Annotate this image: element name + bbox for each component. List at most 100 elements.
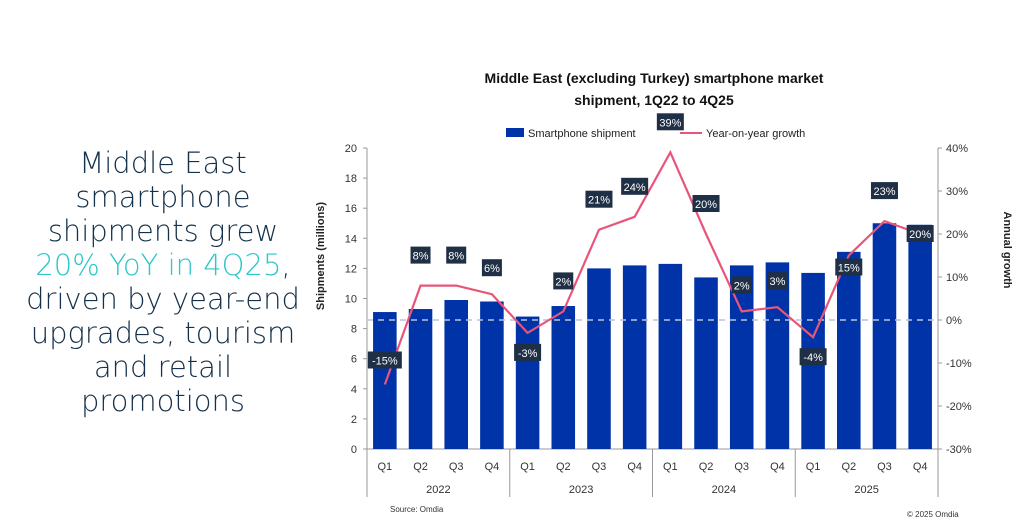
bar (587, 268, 611, 449)
x-tick-label: Q2 (556, 461, 571, 473)
bar (373, 312, 397, 449)
data-label-box (585, 190, 613, 208)
data-label-box (514, 343, 542, 361)
data-label: -3% (518, 348, 538, 360)
data-label: 6% (484, 263, 500, 275)
y2-tick-label: 30% (946, 186, 968, 198)
bar (551, 306, 576, 449)
bar (694, 277, 718, 449)
y-tick-label: 12 (345, 263, 357, 275)
data-label: 20% (695, 199, 717, 211)
legend-bar-label: Smartphone shipment (528, 128, 636, 140)
bar (908, 224, 932, 449)
data-label-box (410, 246, 431, 264)
x-tick-label: Q4 (770, 461, 785, 473)
data-label-box (656, 113, 684, 131)
data-label-box (367, 351, 402, 369)
bar (444, 300, 468, 449)
bar (765, 262, 790, 449)
y-tick-label: 10 (345, 294, 357, 306)
y-tick-label: 20 (345, 143, 357, 155)
y-tick-label: 8 (351, 324, 357, 336)
y-tick-label: 14 (345, 233, 357, 245)
data-label: 2% (734, 280, 750, 292)
x-tick-label: Q2 (699, 461, 714, 473)
data-label: 15% (838, 263, 860, 275)
data-label: 24% (624, 182, 646, 194)
year-label: 2025 (854, 484, 878, 496)
chart-title: Middle East (excluding Turkey) smartphon… (485, 70, 824, 86)
copyright-note: © 2025 Omdia (907, 510, 959, 519)
x-tick-label: Q3 (877, 461, 892, 473)
x-tick-label: Q2 (841, 461, 856, 473)
y-tick-label: 2 (351, 414, 357, 426)
x-tick-label: Q3 (592, 461, 607, 473)
x-tick-label: Q1 (520, 461, 535, 473)
x-tick-label: Q2 (413, 461, 428, 473)
data-label: 3% (769, 276, 785, 288)
data-label-box (692, 195, 720, 212)
source-note: Source: Omdia (390, 505, 444, 514)
data-label-box (553, 272, 574, 290)
bar (515, 316, 540, 449)
x-tick-label: Q4 (913, 461, 928, 473)
data-label: 21% (588, 195, 610, 207)
data-label-box (481, 259, 502, 277)
headline: Middle East smartphone shipments grew 20… (18, 146, 308, 418)
data-label-box (799, 348, 827, 366)
data-label-box (731, 276, 752, 294)
growth-line (383, 149, 921, 385)
y-tick-label: 0 (351, 444, 357, 456)
year-label: 2023 (569, 484, 593, 496)
bar (480, 301, 504, 449)
x-tick-label: Q1 (663, 461, 678, 473)
year-label: 2022 (426, 484, 450, 496)
y-tick-label: 16 (345, 203, 357, 215)
chart-subtitle: shipment, 1Q22 to 4Q25 (574, 92, 734, 108)
y2-tick-label: 20% (946, 229, 968, 241)
legend-line-label: Year-on-year growth (706, 128, 805, 140)
headline-text: Middle East smartphone shipments grew (47, 146, 279, 248)
bar (622, 265, 647, 449)
bar (408, 309, 433, 449)
data-label-box (835, 258, 863, 276)
year-label: 2024 (712, 484, 736, 496)
data-label-box (446, 246, 467, 264)
y2-tick-label: 0% (946, 315, 962, 327)
data-label: -15% (372, 356, 398, 368)
legend-bar-swatch (506, 128, 524, 137)
headline-text-end: , driven by year-end upgrades, tourism a… (26, 248, 300, 418)
data-label: -4% (803, 352, 823, 364)
x-tick-label: Q4 (627, 461, 642, 473)
y2-tick-label: -30% (946, 444, 972, 456)
y-tick-label: 18 (345, 173, 357, 185)
headline-highlight: 20% YoY in 4Q25 (35, 248, 282, 282)
data-label: 23% (873, 186, 895, 198)
x-tick-label: Q4 (485, 461, 500, 473)
data-label: 8% (413, 251, 429, 263)
y2-tick-label: 10% (946, 272, 968, 284)
x-tick-label: Q1 (378, 461, 393, 473)
data-label: 2% (555, 276, 571, 288)
data-label-box (906, 225, 934, 242)
y-axis-label: Shipments (millions) (315, 202, 327, 311)
y2-tick-label: -20% (946, 401, 972, 413)
x-tick-label: Q3 (449, 461, 464, 473)
data-label-box (621, 177, 649, 195)
data-label: 20% (909, 229, 931, 241)
x-tick-label: Q3 (734, 461, 749, 473)
y-tick-label: 4 (351, 384, 357, 396)
bar (837, 251, 861, 449)
y2-tick-label: 40% (946, 143, 968, 155)
y2-axis-label: Annual growth (1001, 212, 1013, 289)
y2-tick-label: -10% (946, 358, 972, 370)
data-label-box (870, 182, 898, 200)
bar (872, 223, 897, 449)
bar (658, 263, 683, 449)
y-tick-label: 6 (351, 354, 357, 366)
data-label: 8% (448, 251, 464, 263)
data-label: 39% (659, 117, 681, 129)
x-tick-label: Q1 (806, 461, 821, 473)
data-label-box (767, 272, 788, 290)
